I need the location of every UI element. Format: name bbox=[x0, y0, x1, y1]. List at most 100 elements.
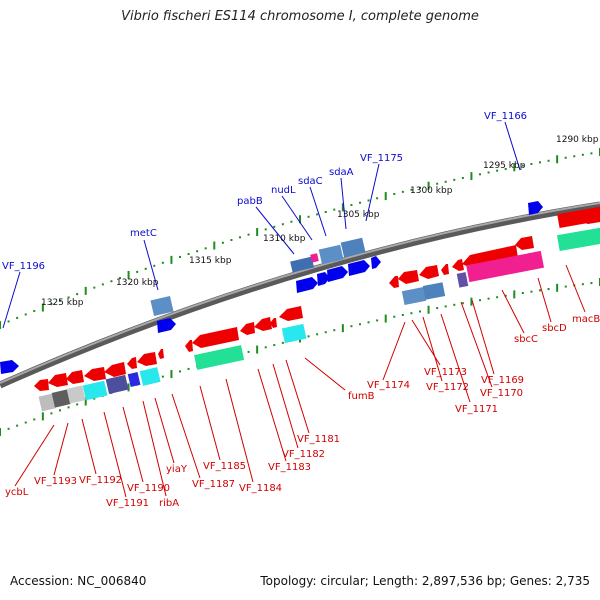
track-tick bbox=[0, 428, 1, 436]
track-tick bbox=[581, 153, 584, 156]
gene-label-forward: metC bbox=[130, 228, 157, 239]
gene-label-reverse: fumB bbox=[348, 391, 375, 402]
track-tick bbox=[564, 285, 567, 288]
track-tick bbox=[333, 329, 336, 332]
gene-label-reverse: VF_1181 bbox=[297, 434, 340, 445]
reverse-gene-arrow bbox=[462, 245, 518, 268]
track-tick bbox=[384, 192, 387, 201]
track-tick bbox=[556, 283, 559, 292]
track-tick bbox=[93, 397, 96, 400]
cds-box-gray bbox=[51, 389, 71, 408]
reverse-gene-arrow bbox=[398, 270, 419, 284]
track-tick bbox=[67, 406, 70, 409]
label-leader-line bbox=[2, 271, 21, 329]
track-tick bbox=[256, 345, 259, 354]
label-leader-line bbox=[122, 406, 144, 483]
label-leader-line bbox=[257, 368, 287, 462]
label-leader-line bbox=[309, 186, 327, 237]
gene-label-forward: sdaC bbox=[298, 176, 323, 187]
label-leader-line bbox=[440, 313, 471, 403]
scale-tick-label: 1315 kbp bbox=[189, 256, 232, 266]
track-tick bbox=[496, 169, 499, 172]
cds-box-gray bbox=[66, 385, 86, 404]
scale-tick-label: 1300 kbp bbox=[410, 186, 453, 196]
track-tick bbox=[573, 155, 576, 158]
label-leader-line bbox=[53, 422, 69, 476]
label-leader-line bbox=[255, 206, 295, 255]
gene-label-reverse: VF_1190 bbox=[127, 483, 170, 494]
track-tick bbox=[179, 370, 181, 373]
cds-box-gray bbox=[38, 393, 56, 412]
label-leader-line bbox=[304, 357, 346, 391]
track-tick bbox=[33, 418, 36, 421]
track-tick bbox=[401, 313, 404, 316]
reverse-gene-arrow bbox=[34, 379, 49, 391]
label-leader-line bbox=[422, 316, 443, 382]
gene-label-reverse: VF_1185 bbox=[203, 461, 246, 472]
track-tick bbox=[41, 303, 44, 312]
forward-gene-arrow bbox=[528, 201, 543, 215]
track-tick bbox=[419, 310, 421, 313]
label-leader-line bbox=[501, 289, 525, 334]
track-tick bbox=[453, 178, 456, 181]
track-tick bbox=[196, 250, 199, 253]
track-tick bbox=[144, 267, 147, 270]
track-tick bbox=[367, 199, 370, 202]
label-leader-line bbox=[272, 363, 299, 449]
track-tick bbox=[50, 303, 53, 306]
cds-box-cyan bbox=[139, 367, 161, 386]
forward-gene-arrow bbox=[317, 272, 330, 286]
track-tick bbox=[384, 314, 387, 323]
cds-box-magenta bbox=[466, 250, 545, 283]
gene-label-reverse: VF_1173 bbox=[424, 367, 467, 378]
track-tick bbox=[264, 346, 267, 349]
track-tick bbox=[444, 305, 447, 308]
track-tick bbox=[187, 253, 190, 256]
track-tick bbox=[127, 383, 130, 392]
reverse-gene-arrow bbox=[104, 362, 126, 377]
track-tick bbox=[273, 344, 276, 347]
map-title: Vibrio fischeri ES114 chromosome I, comp… bbox=[121, 9, 479, 24]
track-tick bbox=[410, 312, 413, 315]
gene-label-reverse: VF_1183 bbox=[268, 462, 311, 473]
forward-gene-labels: VF_1196 metC pabB nudL sdaC sdaA VF_1175… bbox=[2, 111, 527, 272]
track-tick bbox=[101, 283, 104, 286]
track-tick bbox=[504, 294, 507, 297]
track-tick bbox=[170, 255, 173, 264]
track-tick bbox=[324, 210, 327, 213]
track-tick bbox=[110, 280, 113, 283]
track-tick bbox=[496, 296, 499, 299]
reverse-gene-arrow bbox=[254, 317, 272, 331]
gene-label-reverse: sbcC bbox=[514, 334, 538, 345]
gene-label-forward: VF_1175 bbox=[360, 153, 403, 164]
track-tick bbox=[341, 324, 344, 333]
track-tick bbox=[359, 201, 361, 204]
reverse-gene-arrow bbox=[185, 340, 193, 352]
track-tick bbox=[119, 277, 121, 280]
track-tick bbox=[247, 350, 250, 353]
track-tick bbox=[427, 181, 430, 190]
track-tick bbox=[487, 297, 490, 300]
track-tick bbox=[187, 367, 190, 370]
track-tick bbox=[204, 247, 207, 250]
reverse-cds bbox=[38, 250, 545, 412]
track-tick bbox=[273, 225, 276, 228]
track-tick bbox=[521, 164, 524, 167]
gene-label-reverse: VF_1193 bbox=[34, 476, 77, 487]
gene-label-reverse: VF_1182 bbox=[282, 449, 325, 460]
track-tick bbox=[59, 409, 61, 412]
label-leader-line bbox=[281, 195, 313, 241]
label-leader-line bbox=[285, 359, 310, 434]
forward-gene-arrow bbox=[296, 277, 318, 293]
track-tick bbox=[590, 152, 593, 155]
chromosome-backbone bbox=[0, 201, 600, 389]
scale-tick-label: 1310 kbp bbox=[263, 234, 306, 244]
track-tick bbox=[350, 325, 353, 328]
track-tick bbox=[461, 302, 464, 305]
reverse-gene-arrow bbox=[279, 306, 303, 321]
track-tick bbox=[530, 290, 533, 293]
track-tick bbox=[170, 370, 173, 379]
track-tick bbox=[341, 203, 344, 212]
gene-label-reverse: ycbL bbox=[5, 487, 29, 498]
track-tick bbox=[333, 208, 336, 211]
